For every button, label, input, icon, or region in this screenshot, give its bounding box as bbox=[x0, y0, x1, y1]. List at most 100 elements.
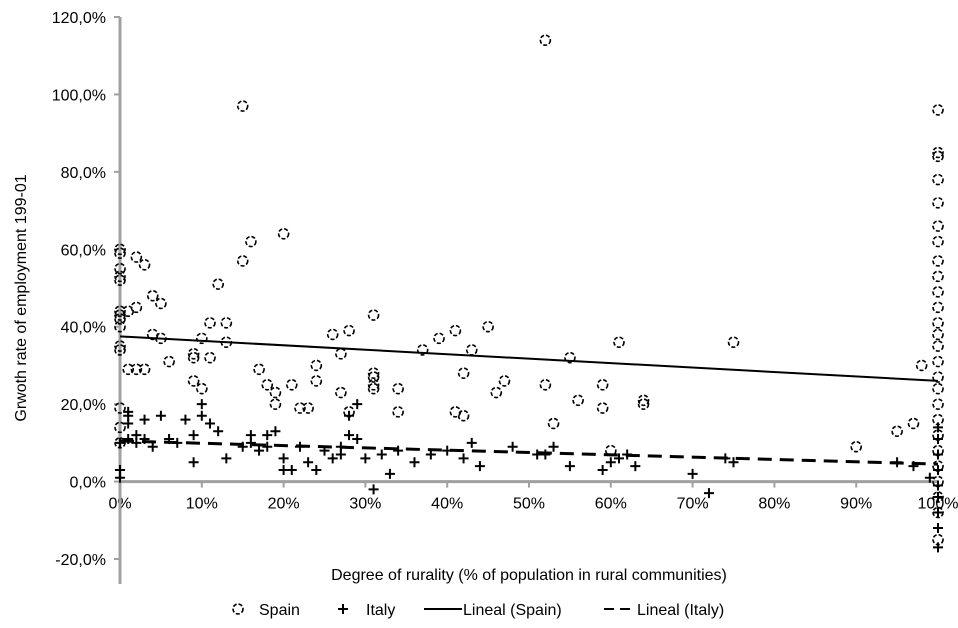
italy-point bbox=[213, 426, 224, 437]
spain-point bbox=[457, 409, 470, 422]
y-tick-label: 80,0% bbox=[61, 165, 106, 182]
spain-point bbox=[187, 351, 200, 364]
x-tick-labels: 0%10%20%30%40%50%60%70%80%90%100% bbox=[108, 496, 958, 513]
spain-point bbox=[294, 402, 306, 414]
y-tick-label: 20,0% bbox=[61, 397, 106, 414]
italy-point bbox=[393, 445, 404, 456]
x-tick-label: 100% bbox=[918, 496, 958, 513]
spain-point bbox=[138, 258, 151, 271]
italy-point bbox=[613, 453, 624, 464]
spain-point bbox=[187, 348, 200, 360]
italy-point bbox=[933, 542, 943, 553]
spain-point bbox=[932, 220, 944, 232]
spain-point bbox=[187, 375, 200, 387]
italy-point bbox=[147, 441, 158, 452]
spain-point bbox=[302, 402, 314, 414]
trendline-spain bbox=[119, 335, 939, 382]
italy-point bbox=[376, 449, 387, 460]
x-tick-label: 30% bbox=[349, 496, 381, 513]
italy-point bbox=[687, 468, 698, 479]
spain-point bbox=[269, 386, 282, 399]
spain-point bbox=[891, 425, 903, 438]
spain-point bbox=[915, 359, 928, 372]
spain-point bbox=[932, 317, 944, 329]
spain-point bbox=[457, 367, 470, 379]
spain-point bbox=[482, 320, 494, 333]
italy-point bbox=[262, 441, 273, 452]
spain-point bbox=[114, 313, 126, 325]
x-tick-label: 60% bbox=[595, 496, 627, 513]
spain-point bbox=[212, 278, 224, 290]
legend-lineal-spain-label: Lineal (Spain) bbox=[463, 602, 562, 619]
spain-point bbox=[932, 150, 944, 163]
italy-point bbox=[933, 480, 943, 491]
italy-point bbox=[344, 430, 355, 441]
spain-point bbox=[539, 378, 552, 391]
x-tick-label: 50% bbox=[513, 496, 545, 513]
italy-point bbox=[384, 468, 395, 479]
spain-point bbox=[122, 363, 134, 376]
italy-point bbox=[131, 437, 142, 448]
italy-point bbox=[474, 461, 485, 472]
spain-point bbox=[392, 406, 404, 418]
y-tick-label: -20,0% bbox=[55, 552, 106, 569]
spain-point bbox=[277, 228, 290, 240]
spain-point bbox=[114, 262, 126, 275]
italy-point bbox=[180, 414, 191, 425]
italy-point bbox=[115, 472, 125, 483]
italy-point bbox=[204, 418, 215, 429]
spain-point bbox=[114, 309, 126, 321]
italy-series bbox=[115, 399, 943, 553]
spain-point bbox=[196, 332, 208, 345]
spain-point bbox=[539, 34, 552, 47]
spain-point bbox=[236, 255, 249, 267]
y-tick-label: 120,0% bbox=[52, 10, 106, 27]
spain-point bbox=[932, 301, 944, 314]
spain-point bbox=[727, 336, 740, 349]
italy-point bbox=[933, 523, 943, 534]
spain-point bbox=[326, 328, 339, 341]
spain-point bbox=[932, 328, 944, 341]
y-axis-title: Grwoth rate of employment 199-01 bbox=[13, 174, 30, 421]
italy-point bbox=[933, 492, 943, 503]
spain-point bbox=[367, 371, 380, 383]
italy-point bbox=[933, 464, 943, 475]
italy-point bbox=[115, 437, 125, 448]
spain-point bbox=[367, 382, 380, 395]
spain-point bbox=[130, 251, 143, 263]
spain-point bbox=[114, 270, 126, 283]
spain-point bbox=[932, 382, 944, 395]
spain-point bbox=[335, 348, 347, 360]
spain-point bbox=[932, 340, 944, 352]
spain-point bbox=[245, 235, 257, 248]
spain-point bbox=[335, 386, 347, 399]
italy-point bbox=[458, 453, 469, 464]
spain-point bbox=[465, 344, 478, 356]
spain-point bbox=[932, 270, 944, 283]
spain-point bbox=[416, 344, 429, 356]
legend-italy-marker-icon bbox=[338, 604, 348, 614]
spain-point bbox=[932, 173, 944, 186]
spain-point bbox=[204, 351, 216, 364]
spain-point bbox=[932, 398, 944, 410]
spain-point bbox=[932, 104, 944, 116]
legend-lineal-italy-label: Lineal (Italy) bbox=[637, 602, 724, 619]
italy-point bbox=[597, 464, 608, 475]
spain-point bbox=[130, 301, 143, 314]
spain-point bbox=[196, 382, 208, 395]
italy-point bbox=[605, 457, 616, 468]
italy-point bbox=[270, 426, 281, 437]
spain-point bbox=[114, 247, 126, 259]
spain-point bbox=[367, 309, 380, 321]
spain-point bbox=[261, 378, 274, 391]
spain-point bbox=[596, 378, 609, 391]
spain-point bbox=[613, 336, 625, 349]
spain-point bbox=[498, 375, 511, 387]
italy-point bbox=[360, 453, 371, 464]
spain-point bbox=[310, 375, 323, 387]
italy-point bbox=[123, 406, 134, 417]
italy-point bbox=[703, 488, 714, 499]
spain-point bbox=[114, 305, 126, 318]
italy-point bbox=[278, 453, 289, 464]
